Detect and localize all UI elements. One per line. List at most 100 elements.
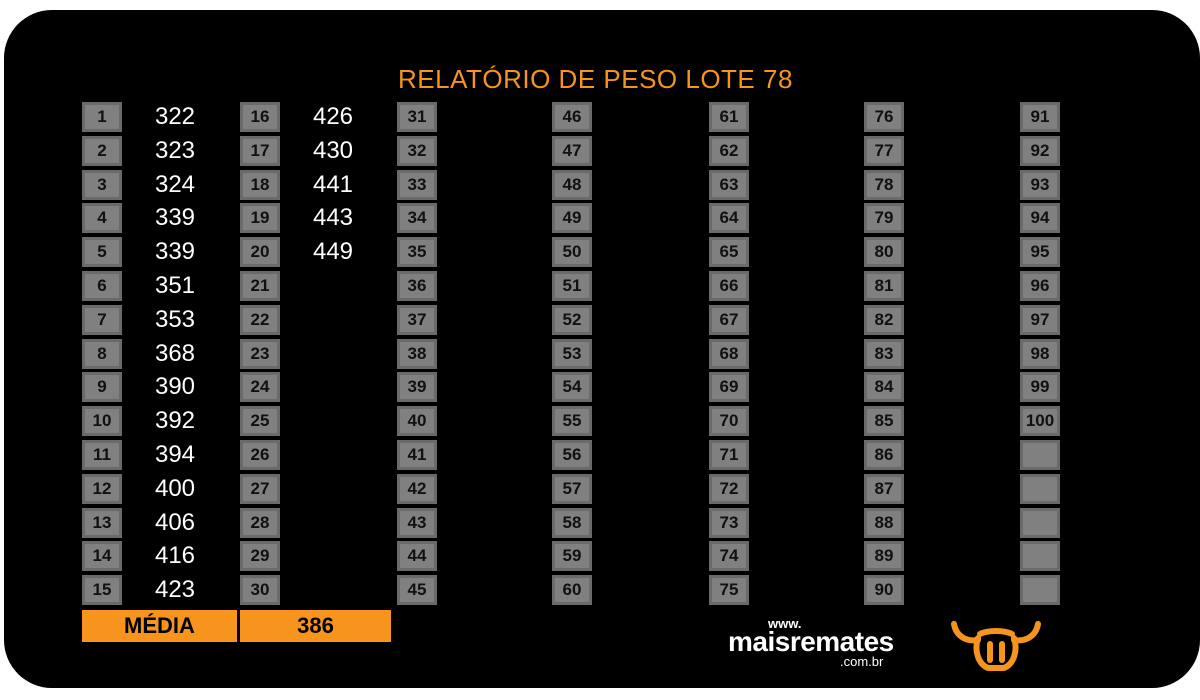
- brand-name: maisremates: [728, 626, 894, 657]
- slot-number: 6: [82, 271, 122, 301]
- weight-value: 443: [312, 204, 354, 231]
- slot-number: 71: [709, 440, 749, 470]
- slot-number: 13: [82, 508, 122, 538]
- slot-number: 83: [864, 339, 904, 369]
- slot-number: 75: [709, 575, 749, 605]
- empty-slot: [1020, 440, 1060, 470]
- slot-number: 91: [1020, 102, 1060, 132]
- slot-number: 77: [864, 136, 904, 166]
- slot-number: 11: [82, 440, 122, 470]
- average-value: 386: [240, 610, 391, 642]
- slot-number: 28: [240, 508, 280, 538]
- slot-number: 98: [1020, 339, 1060, 369]
- slot-number: 45: [397, 575, 437, 605]
- weight-value: 339: [154, 204, 196, 231]
- slot-number: 37: [397, 305, 437, 335]
- slot-number: 87: [864, 474, 904, 504]
- slot-number: 49: [552, 203, 592, 233]
- slot-number: 81: [864, 271, 904, 301]
- slot-number: 88: [864, 508, 904, 538]
- slot-number: 8: [82, 339, 122, 369]
- slot-number: 66: [709, 271, 749, 301]
- weight-value: 430: [312, 137, 354, 164]
- slot-number: 86: [864, 440, 904, 470]
- slot-number: 90: [864, 575, 904, 605]
- brand-www: www.: [768, 616, 802, 631]
- slot-number: 18: [240, 170, 280, 200]
- slot-number: 31: [397, 102, 437, 132]
- weight-value: 416: [154, 542, 196, 569]
- empty-slot: [1020, 508, 1060, 538]
- slot-number: 48: [552, 170, 592, 200]
- slot-number: 85: [864, 406, 904, 436]
- slot-number: 94: [1020, 203, 1060, 233]
- slot-number: 32: [397, 136, 437, 166]
- empty-slot: [1020, 575, 1060, 605]
- slot-number: 22: [240, 305, 280, 335]
- weight-value: 406: [154, 509, 196, 536]
- slot-number: 3: [82, 170, 122, 200]
- slot-number: 12: [82, 474, 122, 504]
- slot-number: 61: [709, 102, 749, 132]
- slot-number: 64: [709, 203, 749, 233]
- slot-number: 10: [82, 406, 122, 436]
- slot-number: 54: [552, 372, 592, 402]
- slot-number: 7: [82, 305, 122, 335]
- slot-number: 15: [82, 575, 122, 605]
- slot-number: 41: [397, 440, 437, 470]
- average-label: MÉDIA: [82, 610, 237, 642]
- page-title: RELATÓRIO DE PESO LOTE 78: [398, 64, 793, 94]
- slot-number: 92: [1020, 136, 1060, 166]
- slot-number: 74: [709, 541, 749, 571]
- slot-number: 46: [552, 102, 592, 132]
- weight-value: 390: [154, 373, 196, 400]
- bull-head-icon: [951, 621, 1041, 671]
- slot-number: 5: [82, 237, 122, 267]
- slot-number: 56: [552, 440, 592, 470]
- slot-number: 23: [240, 339, 280, 369]
- slot-number: 63: [709, 170, 749, 200]
- weight-value: 423: [154, 576, 196, 603]
- slot-number: 44: [397, 541, 437, 571]
- slot-number: 96: [1020, 271, 1060, 301]
- slot-number: 38: [397, 339, 437, 369]
- slot-number: 16: [240, 102, 280, 132]
- weight-value: 353: [154, 306, 196, 333]
- slot-number: 80: [864, 237, 904, 267]
- weight-value: 323: [154, 137, 196, 164]
- slot-number: 25: [240, 406, 280, 436]
- slot-number: 30: [240, 575, 280, 605]
- slot-number: 35: [397, 237, 437, 267]
- slot-number: 73: [709, 508, 749, 538]
- slot-number: 51: [552, 271, 592, 301]
- slot-number: 39: [397, 372, 437, 402]
- slot-number: 79: [864, 203, 904, 233]
- slot-number: 42: [397, 474, 437, 504]
- weight-value: 400: [154, 475, 196, 502]
- brand-domain: .com.br: [840, 654, 884, 669]
- slot-number: 1: [82, 102, 122, 132]
- weight-value: 351: [154, 272, 196, 299]
- slot-number: 69: [709, 372, 749, 402]
- slot-number: 36: [397, 271, 437, 301]
- weight-value: 324: [154, 171, 196, 198]
- slot-number: 40: [397, 406, 437, 436]
- slot-number: 62: [709, 136, 749, 166]
- slot-number: 17: [240, 136, 280, 166]
- slot-number: 43: [397, 508, 437, 538]
- slot-number: 93: [1020, 170, 1060, 200]
- slot-number: 58: [552, 508, 592, 538]
- weight-value: 322: [154, 103, 196, 130]
- slot-number: 67: [709, 305, 749, 335]
- slot-number: 59: [552, 541, 592, 571]
- slot-number: 4: [82, 203, 122, 233]
- empty-slot: [1020, 541, 1060, 571]
- slot-number: 55: [552, 406, 592, 436]
- slot-number: 82: [864, 305, 904, 335]
- slot-number: 26: [240, 440, 280, 470]
- slot-number: 50: [552, 237, 592, 267]
- weight-value: 394: [154, 441, 196, 468]
- slot-number: 84: [864, 372, 904, 402]
- slot-number: 2: [82, 136, 122, 166]
- slot-number: 14: [82, 541, 122, 571]
